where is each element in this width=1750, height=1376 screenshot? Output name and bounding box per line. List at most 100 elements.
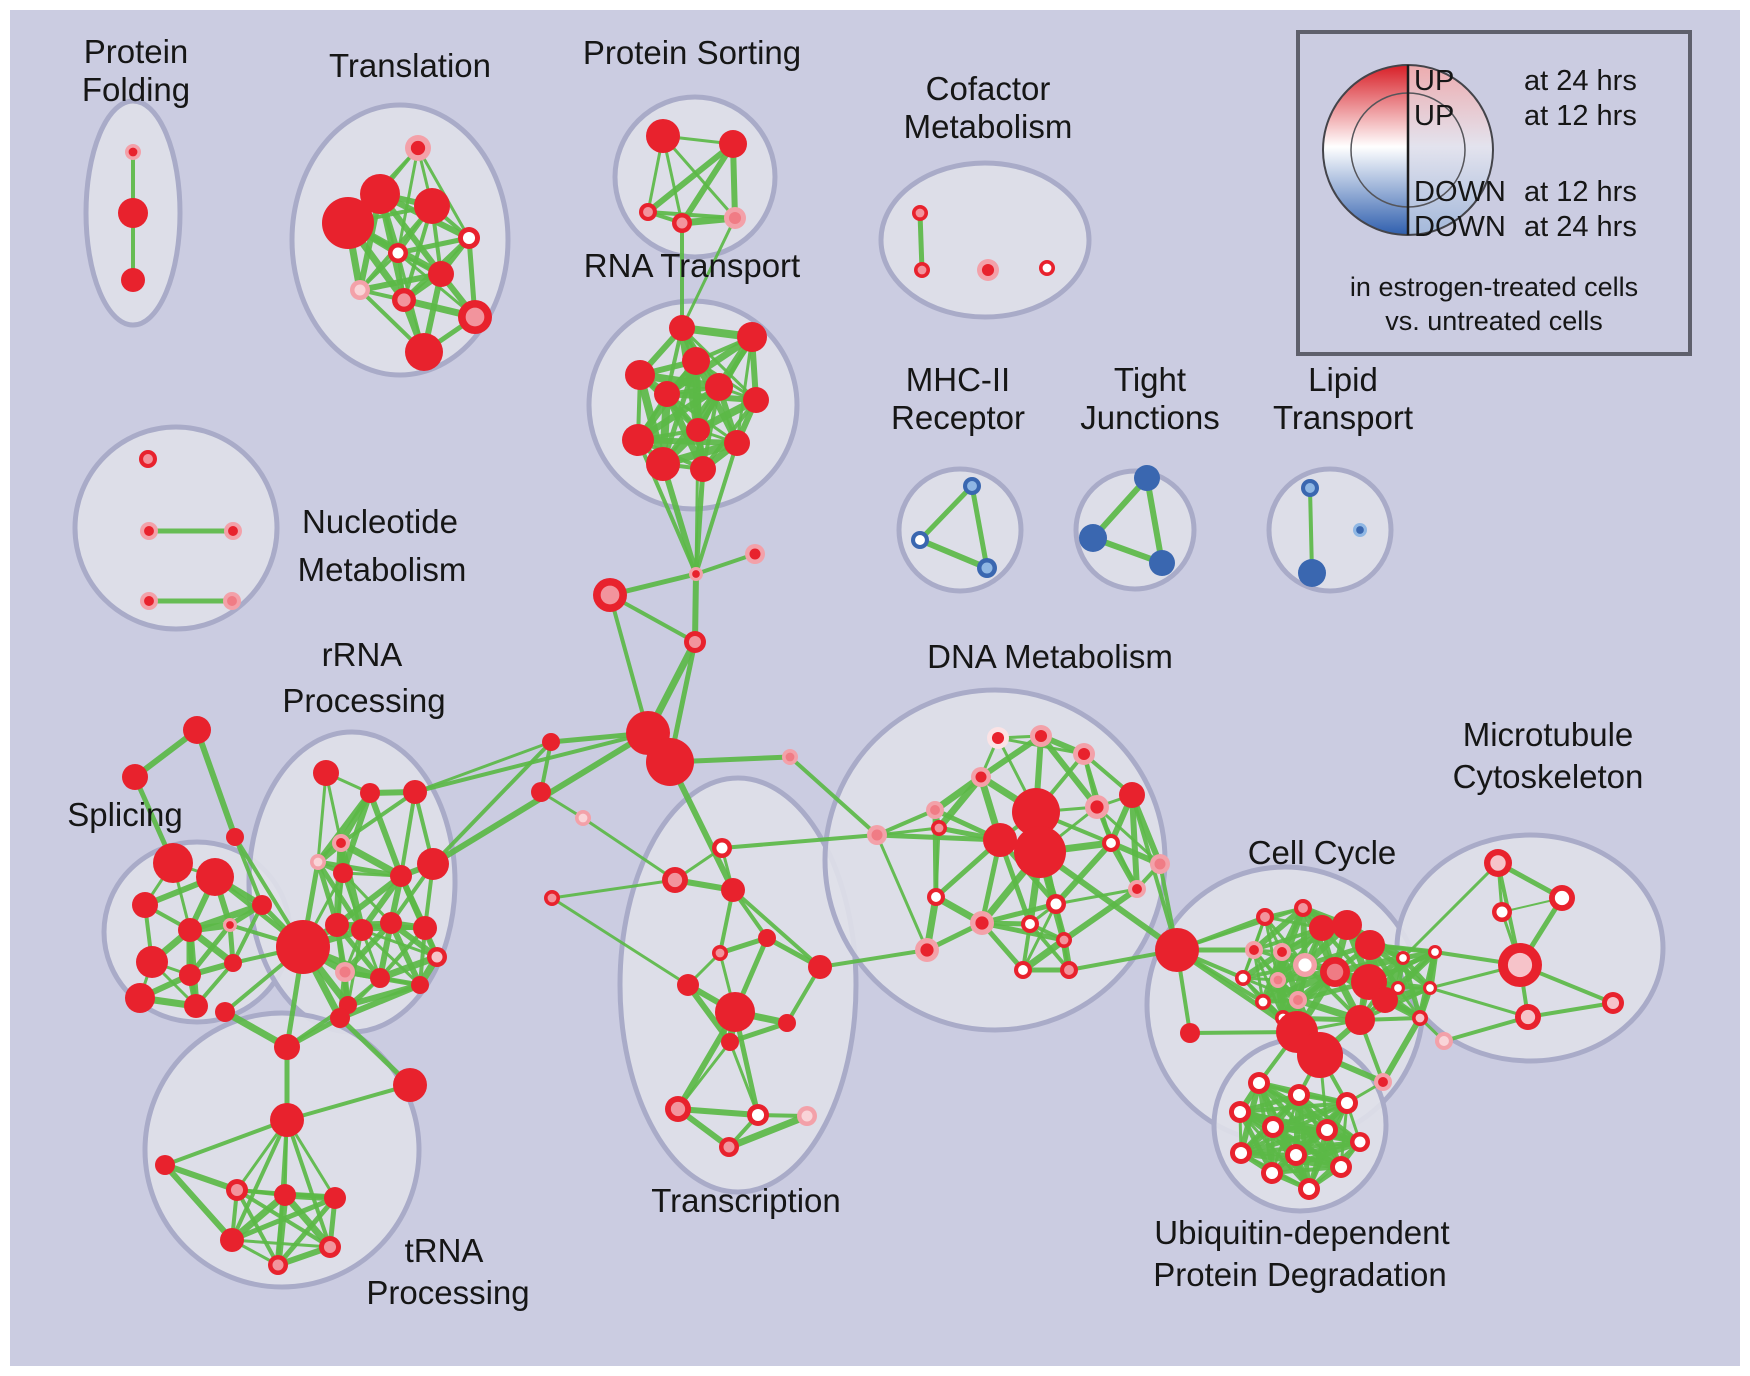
network-node — [215, 1002, 235, 1022]
network-node — [417, 848, 449, 880]
network-node-core — [715, 948, 725, 958]
network-edge — [692, 571, 699, 645]
cluster-label-ubiquitin-degradation: Protein Degradation — [1153, 1256, 1447, 1293]
network-node-core — [1249, 945, 1259, 955]
network-node — [778, 1014, 796, 1032]
cluster-label-microtubule-cytoskeleton: Cytoskeleton — [1453, 758, 1644, 795]
cluster-label-rrna-processing: Processing — [282, 682, 445, 719]
network-node-core — [397, 293, 411, 307]
network-node — [622, 424, 654, 456]
network-node-core — [1334, 1160, 1348, 1174]
network-edge — [660, 461, 699, 577]
network-node — [224, 954, 242, 972]
network-node-core — [1293, 995, 1303, 1005]
cluster-label-ubiquitin-degradation: Ubiquitin-dependent — [1154, 1214, 1449, 1251]
network-node-core — [144, 526, 154, 536]
legend-caption-line2: vs. untreated cells — [1385, 306, 1603, 336]
network-edge — [233, 835, 264, 907]
network-edge — [413, 740, 553, 794]
network-node-core — [751, 1108, 765, 1122]
network-node-core — [667, 872, 683, 888]
network-edge — [334, 873, 404, 928]
network-node-core — [1077, 747, 1091, 761]
network-node-core — [1042, 263, 1052, 273]
network-node — [125, 983, 155, 1013]
network-edge — [1526, 1001, 1615, 1019]
cluster-balloon-mhc-ii-receptor — [896, 466, 1024, 594]
network-node-core — [716, 842, 728, 854]
network-node-core — [1320, 1123, 1334, 1137]
network-node — [380, 912, 402, 934]
network-node — [196, 858, 234, 896]
network-node-core — [934, 823, 944, 833]
cluster-label-trna-processing: tRNA — [405, 1232, 484, 1269]
cluster-label-mhc-ii-receptor: MHC-II — [906, 361, 1010, 398]
network-node — [411, 976, 429, 994]
network-node — [1332, 910, 1362, 940]
cluster-balloon-lipid-transport — [1266, 466, 1394, 594]
network-node-core — [431, 951, 443, 963]
cluster-label-cofactor-metabolism: Cofactor — [926, 70, 1051, 107]
cluster-label-nucleotide-metabolism: Nucleotide — [302, 503, 458, 540]
cluster-label-tight-junctions: Tight — [1114, 361, 1186, 398]
network-edge — [1175, 906, 1305, 952]
network-node-core — [1050, 898, 1062, 910]
legend-row-direction: DOWN — [1414, 176, 1506, 208]
network-node — [724, 430, 750, 456]
network-edge — [285, 1083, 412, 1122]
network-node-core — [1132, 884, 1142, 894]
network-node — [1297, 1032, 1343, 1078]
network-node — [132, 892, 158, 918]
network-node — [646, 738, 694, 786]
network-edge — [162, 1162, 235, 1243]
network-node-core — [1507, 952, 1533, 978]
network-edge — [1130, 793, 1179, 952]
cluster-label-rna-transport: RNA Transport — [584, 247, 800, 284]
network-edge — [1037, 849, 1180, 953]
network-node-core — [967, 481, 977, 491]
network-edge — [917, 210, 925, 273]
network-node — [226, 828, 244, 846]
network-node-core — [1496, 906, 1508, 918]
network-edge — [550, 896, 690, 987]
network-node-core — [578, 813, 588, 823]
network-node — [333, 863, 353, 883]
network-node — [1309, 915, 1335, 941]
network-edge — [1308, 486, 1314, 575]
network-node-core — [1258, 997, 1268, 1007]
cluster-label-cofactor-metabolism: Metabolism — [904, 108, 1073, 145]
network-node-core — [975, 916, 989, 930]
network-edge — [342, 920, 394, 975]
network-node-core — [670, 1101, 686, 1117]
network-node-core — [917, 265, 927, 275]
network-edge — [194, 727, 238, 840]
network-node-core — [1266, 1120, 1280, 1134]
network-edge — [316, 771, 328, 864]
network-edge — [1428, 986, 1530, 1019]
network-node — [654, 381, 680, 407]
network-node-core — [920, 943, 934, 957]
network-node-core — [600, 585, 620, 605]
network-node — [351, 919, 373, 941]
network-node-core — [749, 548, 761, 560]
network-edge — [1129, 792, 1140, 892]
cluster-label-cell-cycle: Cell Cycle — [1248, 834, 1397, 871]
network-edge — [694, 552, 757, 576]
network-node-core — [1234, 1146, 1248, 1160]
network-node — [414, 188, 450, 224]
network-node-core — [1354, 1136, 1366, 1148]
network-node — [330, 1008, 350, 1028]
cluster-label-trna-processing: Processing — [366, 1274, 529, 1311]
cluster-label-lipid-transport: Transport — [1273, 399, 1413, 436]
network-node — [322, 197, 374, 249]
network-node-core — [547, 893, 557, 903]
cluster-label-transcription: Transcription — [651, 1182, 841, 1219]
network-node — [252, 895, 272, 915]
network-edge — [285, 1118, 332, 1249]
network-edge — [376, 953, 441, 982]
network-edge — [1269, 1139, 1363, 1176]
network-node — [646, 447, 680, 481]
network-node — [677, 974, 699, 996]
